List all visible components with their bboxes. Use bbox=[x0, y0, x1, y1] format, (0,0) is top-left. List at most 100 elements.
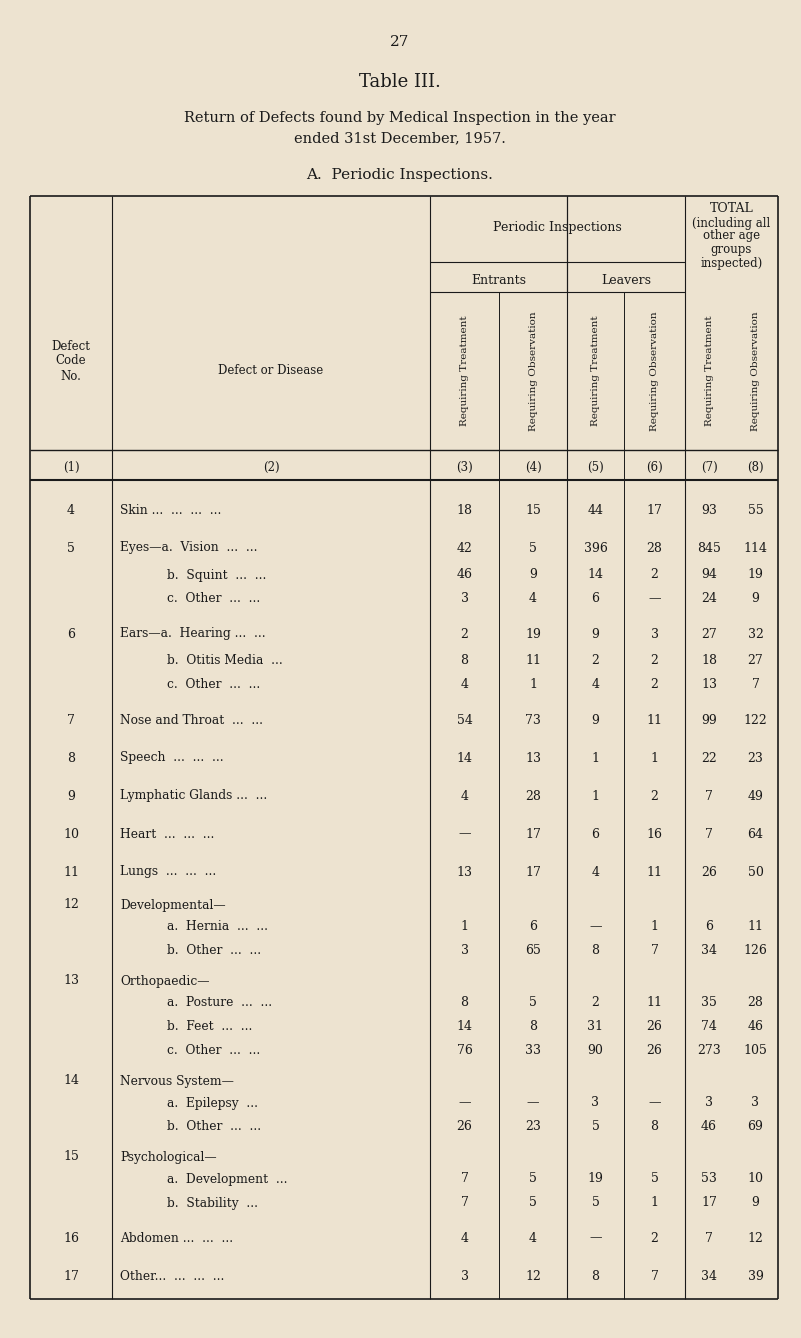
Text: 3: 3 bbox=[650, 628, 658, 641]
Text: 8: 8 bbox=[591, 1270, 599, 1283]
Text: 7: 7 bbox=[650, 1270, 658, 1283]
Text: (1): (1) bbox=[62, 460, 79, 474]
Text: 7: 7 bbox=[705, 1231, 713, 1244]
Text: groups: groups bbox=[710, 244, 752, 257]
Text: 2: 2 bbox=[592, 654, 599, 668]
Text: 845: 845 bbox=[697, 542, 721, 554]
Text: 39: 39 bbox=[747, 1270, 763, 1283]
Text: 2: 2 bbox=[650, 654, 658, 668]
Text: 2: 2 bbox=[650, 678, 658, 692]
Text: 19: 19 bbox=[747, 569, 763, 582]
Text: 14: 14 bbox=[457, 752, 473, 764]
Text: 27: 27 bbox=[701, 628, 717, 641]
Text: 12: 12 bbox=[747, 1231, 763, 1244]
Text: (6): (6) bbox=[646, 460, 663, 474]
Text: 10: 10 bbox=[747, 1172, 763, 1185]
Text: 50: 50 bbox=[747, 866, 763, 879]
Text: 2: 2 bbox=[461, 628, 469, 641]
Text: 22: 22 bbox=[701, 752, 717, 764]
Text: 42: 42 bbox=[457, 542, 473, 554]
Text: 9: 9 bbox=[67, 789, 75, 803]
Text: Psychological—: Psychological— bbox=[120, 1151, 216, 1164]
Text: Leavers: Leavers bbox=[601, 273, 651, 286]
Text: 24: 24 bbox=[701, 593, 717, 606]
Text: Lymphatic Glands ...  ...: Lymphatic Glands ... ... bbox=[120, 789, 268, 803]
Text: 6: 6 bbox=[591, 593, 599, 606]
Text: 1: 1 bbox=[461, 921, 469, 934]
Text: c.  Other  ...  ...: c. Other ... ... bbox=[167, 1045, 260, 1057]
Text: Orthopaedic—: Orthopaedic— bbox=[120, 974, 210, 987]
Text: Requiring Treatment: Requiring Treatment bbox=[705, 316, 714, 427]
Text: 44: 44 bbox=[587, 503, 603, 516]
Text: 6: 6 bbox=[529, 921, 537, 934]
Text: c.  Other  ...  ...: c. Other ... ... bbox=[167, 678, 260, 692]
Text: 8: 8 bbox=[461, 654, 469, 668]
Text: ended 31st December, 1957.: ended 31st December, 1957. bbox=[294, 131, 506, 145]
Text: 9: 9 bbox=[529, 569, 537, 582]
Text: —: — bbox=[458, 1097, 471, 1109]
Text: A.  Periodic Inspections.: A. Periodic Inspections. bbox=[307, 169, 493, 182]
Text: (including all: (including all bbox=[692, 217, 771, 230]
Text: 6: 6 bbox=[591, 827, 599, 840]
Text: 14: 14 bbox=[63, 1074, 79, 1088]
Text: 17: 17 bbox=[701, 1196, 717, 1210]
Text: 54: 54 bbox=[457, 713, 473, 727]
Text: 8: 8 bbox=[591, 945, 599, 958]
Text: 33: 33 bbox=[525, 1045, 541, 1057]
Text: c.  Other  ...  ...: c. Other ... ... bbox=[167, 593, 260, 606]
Text: other age: other age bbox=[703, 230, 760, 242]
Text: 7: 7 bbox=[461, 1172, 469, 1185]
Text: Requiring Treatment: Requiring Treatment bbox=[460, 316, 469, 427]
Text: inspected): inspected) bbox=[700, 257, 763, 269]
Text: 2: 2 bbox=[650, 1231, 658, 1244]
Text: 7: 7 bbox=[705, 827, 713, 840]
Text: 7: 7 bbox=[705, 789, 713, 803]
Text: 26: 26 bbox=[701, 866, 717, 879]
Text: 15: 15 bbox=[525, 503, 541, 516]
Text: 11: 11 bbox=[747, 921, 763, 934]
Text: 4: 4 bbox=[591, 866, 599, 879]
Text: b.  Stability  ...: b. Stability ... bbox=[167, 1196, 258, 1210]
Text: 8: 8 bbox=[67, 752, 75, 764]
Text: Abdomen ...  ...  ...: Abdomen ... ... ... bbox=[120, 1231, 233, 1244]
Text: Defect
Code
No.: Defect Code No. bbox=[51, 340, 91, 383]
Text: 18: 18 bbox=[701, 654, 717, 668]
Text: 3: 3 bbox=[591, 1097, 599, 1109]
Text: a.  Development  ...: a. Development ... bbox=[167, 1172, 288, 1185]
Text: 114: 114 bbox=[743, 542, 767, 554]
Text: 13: 13 bbox=[701, 678, 717, 692]
Text: (5): (5) bbox=[587, 460, 604, 474]
Text: (2): (2) bbox=[263, 460, 280, 474]
Text: 31: 31 bbox=[587, 1021, 603, 1033]
Text: b.  Other  ...  ...: b. Other ... ... bbox=[167, 945, 261, 958]
Text: b.  Other  ...  ...: b. Other ... ... bbox=[167, 1120, 261, 1133]
Text: 17: 17 bbox=[525, 827, 541, 840]
Text: 55: 55 bbox=[747, 503, 763, 516]
Text: 73: 73 bbox=[525, 713, 541, 727]
Text: 46: 46 bbox=[747, 1021, 763, 1033]
Text: 69: 69 bbox=[747, 1120, 763, 1133]
Text: Defect or Disease: Defect or Disease bbox=[219, 364, 324, 377]
Text: 8: 8 bbox=[650, 1120, 658, 1133]
Text: Eyes—a.  Vision  ...  ...: Eyes—a. Vision ... ... bbox=[120, 542, 257, 554]
Text: Periodic Inspections: Periodic Inspections bbox=[493, 222, 622, 234]
Text: (8): (8) bbox=[747, 460, 764, 474]
Text: Table III.: Table III. bbox=[359, 74, 441, 91]
Text: 5: 5 bbox=[529, 1172, 537, 1185]
Text: 17: 17 bbox=[525, 866, 541, 879]
Text: 28: 28 bbox=[747, 997, 763, 1009]
Text: Ears—a.  Hearing ...  ...: Ears—a. Hearing ... ... bbox=[120, 628, 266, 641]
Text: 2: 2 bbox=[650, 569, 658, 582]
Text: 7: 7 bbox=[67, 713, 75, 727]
Text: 13: 13 bbox=[457, 866, 473, 879]
Text: 1: 1 bbox=[529, 678, 537, 692]
Text: 11: 11 bbox=[646, 997, 662, 1009]
Text: 126: 126 bbox=[743, 945, 767, 958]
Text: Requiring Observation: Requiring Observation bbox=[529, 312, 537, 431]
Text: 3: 3 bbox=[461, 945, 469, 958]
Text: 5: 5 bbox=[592, 1120, 599, 1133]
Text: 35: 35 bbox=[701, 997, 717, 1009]
Text: 23: 23 bbox=[747, 752, 763, 764]
Text: 11: 11 bbox=[646, 866, 662, 879]
Text: 5: 5 bbox=[529, 542, 537, 554]
